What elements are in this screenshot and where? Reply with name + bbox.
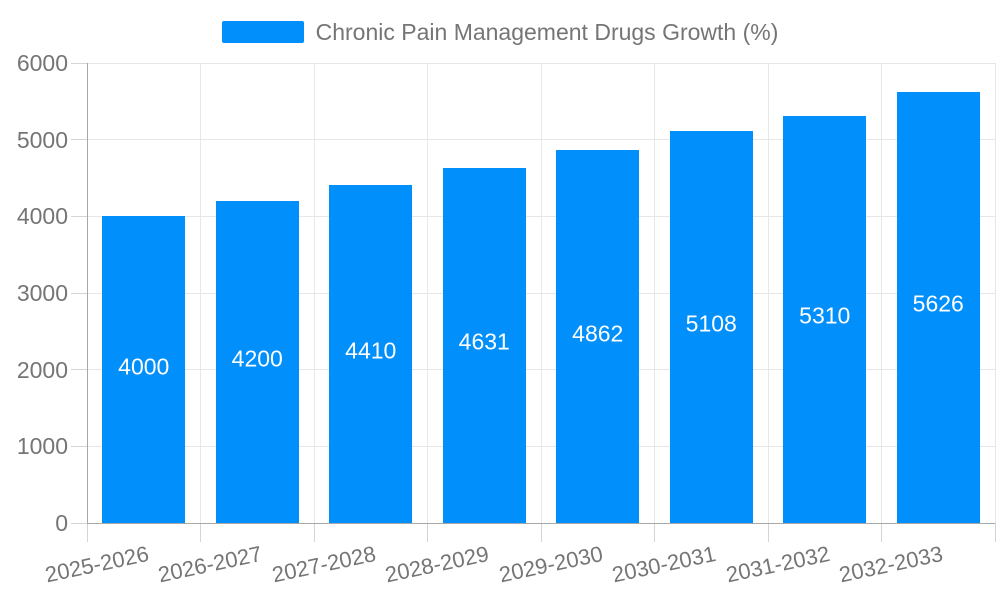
- y-tick-label: 4000: [16, 203, 68, 230]
- bar[interactable]: 4410: [329, 184, 413, 523]
- y-axis-tick: [71, 62, 87, 64]
- v-gridline: [654, 63, 655, 523]
- bar-value-label: 4200: [231, 345, 283, 372]
- bar-value-label: 5310: [799, 302, 851, 329]
- x-axis-tick: [994, 523, 996, 542]
- y-axis-tick: [71, 292, 87, 294]
- x-axis-tick: [767, 523, 769, 542]
- bar[interactable]: 4200: [215, 201, 299, 523]
- x-axis-tick: [881, 523, 882, 542]
- v-gridline: [994, 63, 996, 523]
- bar-value-label: 5626: [912, 290, 964, 317]
- v-gridline: [540, 63, 542, 523]
- x-axis-tick: [427, 523, 428, 542]
- v-gridline: [881, 63, 882, 523]
- y-axis-line: [86, 63, 88, 523]
- y-axis-tick: [71, 369, 87, 371]
- bar-value-label: 4410: [345, 337, 397, 364]
- bar[interactable]: 4000: [102, 216, 186, 523]
- bar-value-label: 4631: [458, 328, 510, 355]
- y-tick-label: 2000: [16, 356, 68, 383]
- y-tick-label: 0: [55, 510, 68, 536]
- y-axis-tick: [71, 139, 87, 141]
- x-axis-tick: [313, 523, 315, 542]
- legend-label: Chronic Pain Management Drugs Growth (%): [315, 19, 779, 45]
- v-gridline: [427, 63, 428, 523]
- bar[interactable]: 4862: [556, 150, 640, 523]
- bar[interactable]: 5310: [783, 115, 867, 523]
- y-axis-tick: [71, 215, 87, 217]
- y-tick-label: 5000: [16, 126, 68, 153]
- x-axis-line: [87, 522, 995, 524]
- bar-value-label: 4862: [572, 320, 624, 347]
- h-gridline: [87, 62, 995, 64]
- y-tick-label: 6000: [16, 50, 68, 76]
- x-axis-tick: [86, 523, 88, 542]
- x-axis-tick: [654, 523, 655, 542]
- y-axis-tick: [71, 445, 87, 447]
- y-axis-tick: [71, 522, 87, 524]
- y-tick-label: 1000: [16, 433, 68, 460]
- bar[interactable]: 5626: [896, 91, 980, 523]
- x-axis-tick: [200, 523, 201, 542]
- legend-swatch-icon: [221, 21, 304, 43]
- bar-value-label: 5108: [685, 310, 737, 337]
- v-gridline: [200, 63, 201, 523]
- x-axis-tick: [540, 523, 542, 542]
- v-gridline: [313, 63, 315, 523]
- y-tick-label: 3000: [16, 280, 68, 306]
- bar[interactable]: 4631: [442, 167, 526, 523]
- bar-value-label: 4000: [118, 353, 170, 380]
- v-gridline: [767, 63, 769, 523]
- bar[interactable]: 5108: [669, 131, 753, 523]
- legend[interactable]: Chronic Pain Management Drugs Growth (%): [0, 19, 1000, 45]
